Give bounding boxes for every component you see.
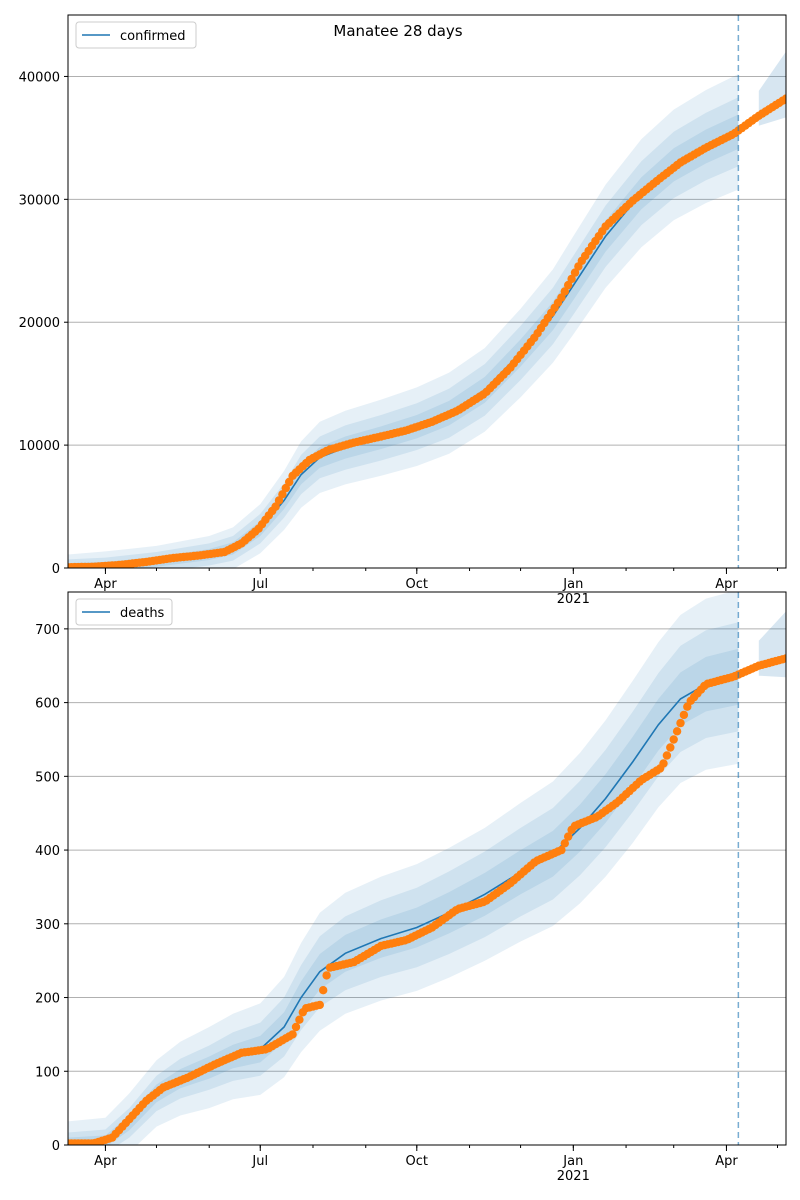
observed-point — [567, 274, 576, 284]
y-tick-label: 30000 — [19, 193, 60, 208]
legend-label: confirmed — [120, 29, 186, 44]
plot-area — [68, 51, 786, 568]
y-tick-label: 0 — [52, 1139, 60, 1154]
x-tick-label: Jul — [251, 577, 268, 592]
plot-area — [68, 592, 786, 1145]
observed-point — [557, 845, 566, 855]
observed-point — [288, 1030, 297, 1039]
x-tick-label: Apr — [715, 577, 738, 592]
observed-point — [672, 727, 682, 736]
observed-point — [285, 477, 294, 487]
x-tick-label: Jul — [251, 1154, 268, 1169]
y-tick-label: 20000 — [19, 316, 60, 331]
observed-point — [781, 654, 786, 663]
y-tick-label: 100 — [35, 1065, 60, 1080]
y-tick-label: 10000 — [19, 439, 60, 454]
observed-point — [666, 743, 675, 752]
axes-frame — [67, 591, 787, 1146]
x-tick-label: Jan — [562, 577, 583, 592]
y-tick-label: 300 — [35, 918, 60, 933]
legend: deaths — [75, 598, 173, 626]
observed-point — [322, 971, 331, 980]
axes-frame — [67, 14, 787, 569]
observed-point — [274, 496, 284, 505]
observed-point — [676, 718, 685, 728]
y-tick-label: 400 — [35, 844, 60, 859]
x-tick-label: 2021 — [557, 1169, 590, 1184]
uncertainty-band — [68, 114, 739, 568]
observed-point — [557, 293, 566, 302]
observed-point — [560, 287, 569, 296]
uncertainty-band — [68, 648, 739, 1145]
observed-point — [281, 483, 290, 493]
uncertainty-band — [68, 592, 739, 1145]
observed-point — [271, 502, 280, 511]
chart-title: Manatee 28 days — [333, 22, 462, 40]
observed-point — [669, 735, 678, 744]
x-tick-label: Jan — [562, 1154, 583, 1169]
observed-point — [564, 832, 573, 841]
uncertainty-band — [68, 622, 739, 1145]
observed-point — [570, 268, 580, 277]
observed-point — [659, 759, 668, 768]
legend-box — [75, 21, 197, 49]
x-tick-label: 2021 — [557, 592, 590, 607]
observed-point — [315, 1000, 324, 1010]
legend-label: deaths — [120, 606, 165, 621]
x-tick-label: Oct — [406, 1154, 428, 1169]
observed-point — [781, 94, 786, 103]
y-tick-label: 700 — [35, 623, 60, 638]
observed-point — [291, 1022, 301, 1032]
x-tick-label: Oct — [406, 577, 428, 592]
observed-point — [679, 710, 689, 720]
uncertainty-band — [68, 74, 739, 568]
y-tick-label: 500 — [35, 770, 60, 785]
x-tick-label: Apr — [94, 1154, 117, 1169]
observed-point — [564, 280, 573, 290]
y-tick-label: 0 — [52, 562, 60, 577]
y-tick-label: 200 — [35, 992, 60, 1007]
observed-point — [560, 839, 569, 848]
observed-point — [295, 1015, 304, 1024]
legend: confirmed — [75, 21, 197, 49]
x-tick-label: Apr — [94, 577, 117, 592]
y-tick-label: 600 — [35, 697, 60, 712]
observed-point — [319, 986, 328, 995]
y-tick-label: 40000 — [19, 70, 60, 85]
uncertainty-band — [68, 97, 739, 568]
observed-point — [278, 490, 287, 499]
legend-box — [75, 598, 173, 626]
observed-point — [662, 751, 672, 760]
x-tick-label: Apr — [715, 1154, 738, 1169]
